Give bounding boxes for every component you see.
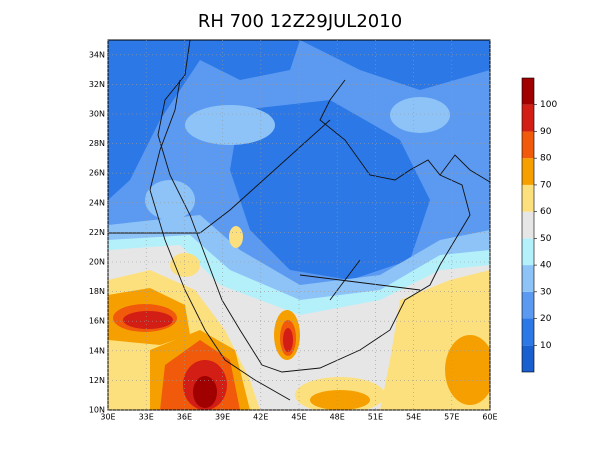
lat-tick-label: 30N [89, 110, 105, 119]
lon-tick-label: 48E [330, 413, 345, 422]
lat-tick-label: 26N [89, 169, 105, 178]
contour-fill [390, 97, 450, 133]
colorbar-segment [522, 78, 534, 105]
border [108, 119, 421, 301]
lat-tick-label: 10N [89, 406, 105, 415]
contour-fill [230, 100, 430, 280]
colorbar-label: 70 [540, 180, 552, 190]
lon-tick-label: 39E [215, 413, 230, 422]
contour-fill [170, 253, 200, 277]
colorbar-segment [522, 265, 534, 292]
colorbar-segment [522, 158, 534, 185]
contour-fill [300, 40, 490, 90]
lat-tick-label: 34N [89, 50, 105, 59]
map-title: RH 700 12Z29JUL2010 [198, 11, 402, 32]
colorbar-label: 100 [540, 100, 557, 110]
contour-fill [145, 180, 195, 220]
lon-tick-label: 36E [177, 413, 192, 422]
contour-fill [445, 335, 490, 405]
colorbar-segment [522, 318, 534, 346]
contour-fills [108, 40, 490, 410]
colorbar-segment [522, 104, 534, 132]
colorbar-label: 60 [540, 207, 552, 217]
contour-fill [185, 105, 275, 145]
lon-tick-label: 60E [482, 413, 497, 422]
lon-tick-label: 45E [291, 413, 306, 422]
colorbar-label: 50 [540, 234, 552, 244]
contour-fill [108, 40, 300, 200]
lat-tick-label: 16N [89, 317, 105, 326]
colorbar: 10 20 30 40 50 60 70 80 90 100 [521, 77, 557, 373]
colorbar-segment [522, 238, 534, 266]
colorbar-label: 80 [540, 154, 552, 164]
lon-tick-label: 30E [100, 413, 115, 422]
lat-tick-label: 12N [89, 376, 105, 385]
contour-fill [310, 390, 370, 410]
colorbar-segment [522, 211, 534, 239]
lon-tick-label: 51E [368, 413, 383, 422]
lat-tick-label: 22N [89, 228, 105, 237]
contour-fill [283, 328, 293, 352]
lon-tick-label: 54E [406, 413, 421, 422]
coastline [157, 40, 471, 373]
coastline [149, 79, 291, 401]
lat-tick-label: 24N [89, 198, 105, 207]
colorbar-label: 40 [540, 261, 552, 271]
colorbar-label: 90 [540, 127, 552, 137]
colorbar-segment [522, 184, 534, 212]
contour-fill [229, 226, 243, 248]
colorbar-segment [522, 291, 534, 319]
coastlines [108, 40, 490, 401]
contour-fill [193, 376, 217, 408]
lat-tick-label: 32N [89, 80, 105, 89]
lat-tick-label: 14N [89, 346, 105, 355]
colorbar-label: 10 [540, 341, 552, 351]
contour-fill [123, 311, 173, 329]
lat-tick-label: 18N [89, 287, 105, 296]
colorbar-frame [521, 77, 535, 373]
coastline [439, 154, 490, 183]
lon-tick-label: 42E [253, 413, 268, 422]
colorbar-label: 30 [540, 287, 552, 297]
colorbar-segment [522, 131, 534, 159]
lon-tick-label: 33E [139, 413, 154, 422]
lat-tick-label: 20N [89, 258, 105, 267]
colorbar-segment [522, 345, 534, 372]
colorbar-label: 20 [540, 314, 552, 324]
lat-tick-label: 28N [89, 139, 105, 148]
lon-tick-label: 57E [444, 413, 459, 422]
